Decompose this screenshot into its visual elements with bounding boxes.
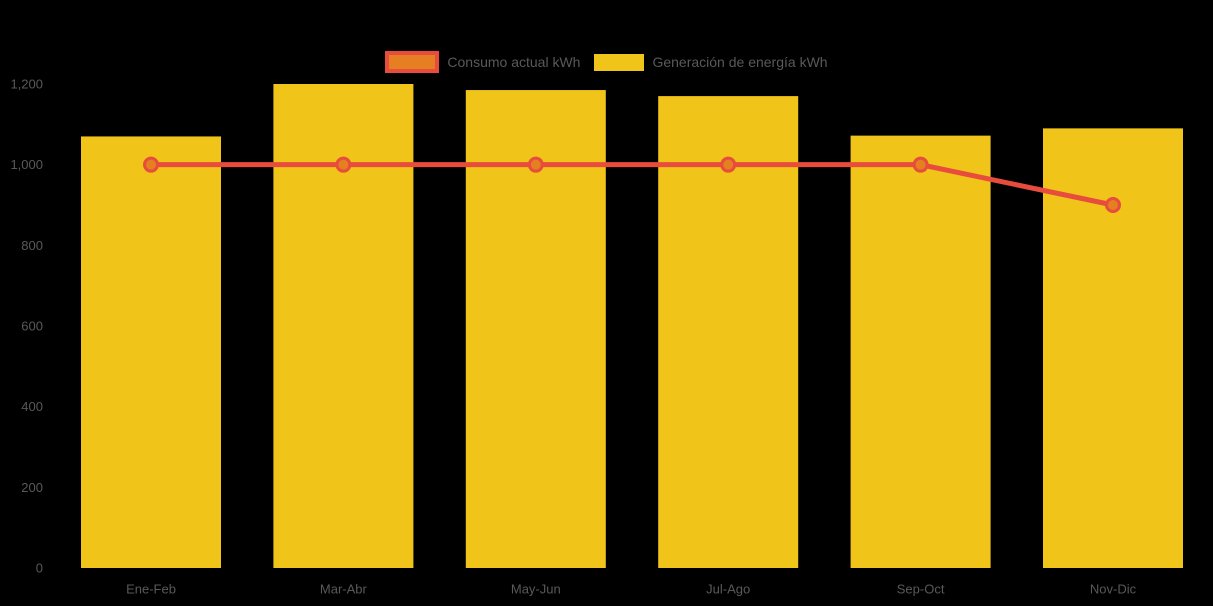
y-tick-label-1000: 1,000 [10, 157, 43, 172]
line-marker-jul-ago [720, 156, 737, 173]
legend-item-generacion-energia: Generación de energía kWh [594, 53, 828, 71]
line-marker-nov-dic [1105, 197, 1121, 213]
bar-mar-abr [273, 84, 414, 568]
line-marker-mar-abr [335, 156, 352, 173]
x-tick-label-mar-abr: Mar-Abr [320, 582, 368, 597]
bar-jul-ago [658, 96, 799, 568]
bar-sep-oct [850, 135, 991, 569]
chart-legend: Consumo actual kWh Generación de energía… [0, 51, 1213, 73]
x-tick-label-nov-dic: Nov-Dic [1090, 582, 1137, 597]
y-tick-label-0: 0 [36, 561, 43, 576]
generacion-bar-swatch-icon [594, 53, 645, 71]
line-marker-may-jun [527, 156, 544, 173]
y-tick-label-800: 800 [21, 238, 43, 253]
x-tick-label-sep-oct: Sep-Oct [897, 582, 945, 597]
legend-item-consumo-actual: Consumo actual kWh [385, 51, 580, 73]
bar-ene-feb [81, 136, 221, 568]
y-tick-label-600: 600 [21, 319, 43, 334]
line-marker-sep-oct [912, 156, 929, 173]
y-tick-label-1200: 1,200 [10, 77, 43, 92]
legend-label-generacion: Generación de energía kWh [652, 54, 828, 70]
y-tick-label-400: 400 [21, 399, 43, 414]
y-tick-label-200: 200 [21, 480, 43, 495]
legend-label-consumo: Consumo actual kWh [447, 54, 581, 70]
x-tick-label-jul-ago: Jul-Ago [706, 582, 750, 597]
line-marker-ene-feb [143, 156, 159, 173]
x-tick-label-may-jun: May-Jun [511, 582, 561, 597]
consumo-line-swatch-icon [385, 51, 440, 73]
x-tick-label-ene-feb: Ene-Feb [126, 582, 176, 597]
consumo-actual-line [148, 162, 1116, 208]
